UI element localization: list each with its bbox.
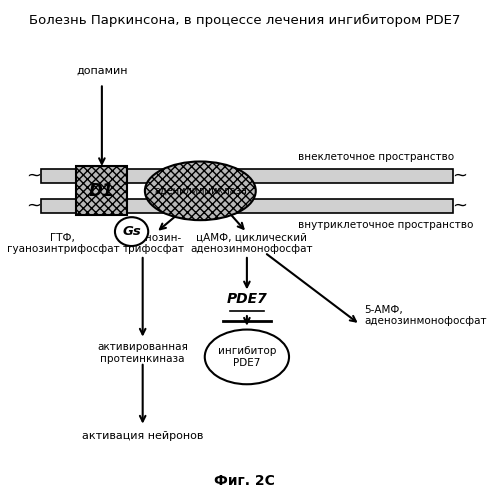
- Text: Фиг. 2C: Фиг. 2C: [214, 474, 275, 488]
- Text: Gs: Gs: [122, 225, 141, 238]
- Bar: [41, 199, 453, 212]
- Text: PDE7: PDE7: [226, 292, 267, 306]
- Bar: [76, 166, 127, 215]
- Bar: [41, 169, 453, 183]
- Text: ГТФ,
гуанозинтрифосфат: ГТФ, гуанозинтрифосфат: [7, 232, 119, 254]
- Text: ~: ~: [27, 196, 42, 214]
- Text: внутриклеточное пространство: внутриклеточное пространство: [298, 220, 473, 230]
- Text: активация нейронов: активация нейронов: [82, 432, 203, 442]
- Ellipse shape: [205, 330, 289, 384]
- Text: внеклеточное пространство: внеклеточное пространство: [298, 152, 454, 162]
- Text: допамин: допамин: [76, 66, 128, 76]
- Text: цАМФ, циклический
аденозинмонофосфат: цАМФ, циклический аденозинмонофосфат: [190, 232, 313, 254]
- Ellipse shape: [115, 217, 148, 246]
- Text: ~: ~: [452, 167, 467, 185]
- Text: аденозин-
трифосфат: аденозин- трифосфат: [123, 232, 185, 254]
- Text: ~: ~: [27, 167, 42, 185]
- Text: аденилилциклаза: аденилилциклаза: [154, 186, 247, 196]
- Text: ~: ~: [452, 196, 467, 214]
- Text: активированная
протеинкиназа: активированная протеинкиназа: [97, 342, 188, 363]
- Text: Болезнь Паркинсона, в процессе лечения ингибитором PDE7: Болезнь Паркинсона, в процессе лечения и…: [29, 14, 460, 27]
- Text: D1: D1: [89, 182, 114, 200]
- Text: 5-АМФ,
аденозинмонофосфат: 5-АМФ, аденозинмонофосфат: [364, 304, 487, 326]
- Ellipse shape: [145, 162, 256, 220]
- Text: ингибитор
PDE7: ингибитор PDE7: [218, 346, 276, 368]
